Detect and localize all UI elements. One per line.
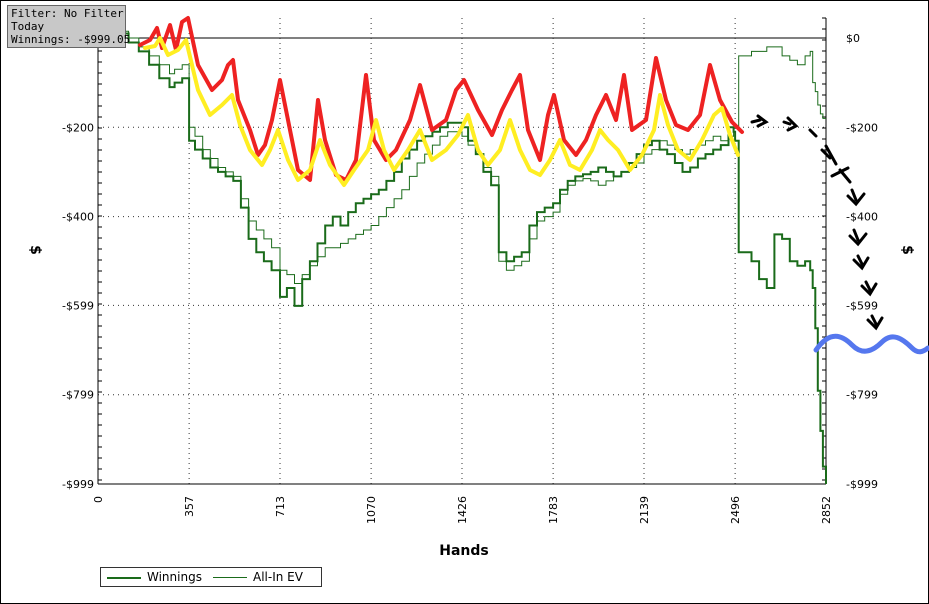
legend-label-allin-ev: All-In EV [253, 570, 303, 584]
winnings-line: Winnings: -$999.05 [11, 33, 131, 46]
y-tick-label-right: $0 [846, 32, 860, 45]
y-axis-title-right: $ [899, 245, 915, 255]
filter-info-box: Filter: No Filter Today Winnings: -$999.… [7, 5, 131, 48]
x-tick-label: 1783 [547, 496, 560, 524]
legend: Winnings All-In EV [100, 567, 322, 587]
y-tick-label-left: -$599 [62, 299, 94, 312]
annotation-black-arrows [750, 114, 884, 331]
y-tick-label-right: -$999 [846, 478, 878, 491]
series [98, 14, 827, 484]
x-tick-label: 357 [183, 496, 196, 517]
y-axis-title-left: $ [27, 245, 43, 255]
x-axis-title: Hands [439, 543, 489, 559]
x-tick-label: 713 [274, 496, 287, 517]
legend-item-allin-ev: All-In EV [213, 570, 303, 585]
x-tick-label: 0 [92, 496, 105, 503]
y-tick-label-right: -$599 [846, 299, 878, 312]
filter-line: Filter: No Filter [11, 7, 124, 20]
y-tick-label-left: -$999 [62, 478, 94, 491]
annotation-blue-wave [813, 333, 929, 355]
x-tick-label: 1426 [456, 496, 469, 524]
hand-drawn-annotations [138, 16, 929, 355]
y-tick-label-left: -$799 [62, 389, 94, 402]
x-tick-label: 2852 [820, 496, 833, 524]
legend-item-winnings: Winnings [107, 570, 202, 585]
legend-label-winnings: Winnings [147, 570, 202, 584]
annotation-red-scribble [138, 16, 744, 182]
x-tick-label: 1070 [365, 496, 378, 524]
legend-swatch-winnings [107, 576, 141, 579]
series-line-all-in-ev [98, 15, 826, 284]
y-tick-label-right: -$200 [846, 121, 878, 134]
annotation-yellow-scribble [143, 36, 740, 187]
y-tick-label-right: -$799 [846, 389, 878, 402]
x-tick-label: 2139 [638, 496, 651, 524]
grid-lines [97, 18, 827, 485]
y-tick-label-left: -$200 [62, 121, 94, 134]
y-tick-label-left: -$400 [62, 211, 94, 224]
tick-labels: $0$0-$200-$200-$400-$400-$599-$599-$799-… [62, 32, 878, 524]
legend-swatch-allin-ev [213, 577, 247, 578]
date-line: Today [11, 20, 45, 33]
x-tick-label: 2496 [729, 496, 742, 524]
y-tick-label-right: -$400 [846, 211, 878, 224]
